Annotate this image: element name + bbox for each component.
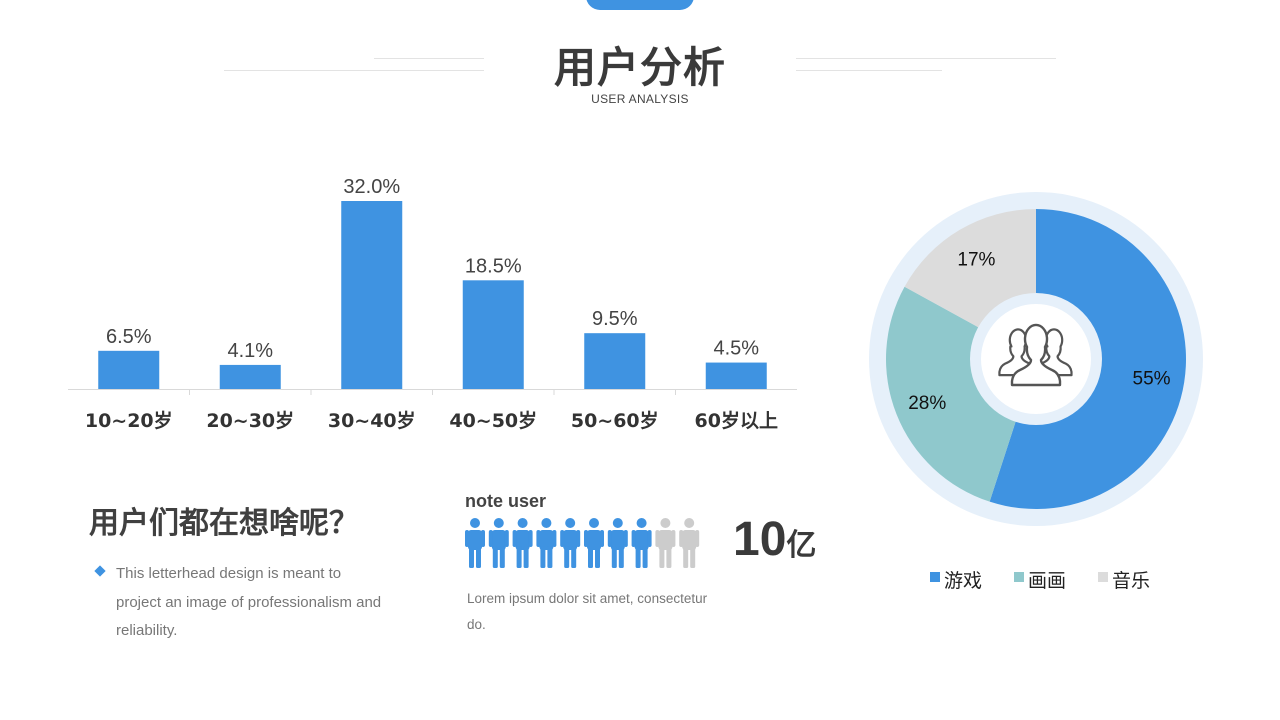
legend-item: 游戏 (930, 566, 982, 593)
header-line-right-lower (796, 70, 942, 71)
bar (705, 362, 767, 389)
slice-data-label: 55% (1133, 368, 1171, 389)
x-tick-label: 50~60岁 (571, 409, 659, 432)
section-heading: 用户们都在想啥呢？ (89, 506, 359, 541)
x-tick-label: 30~40岁 (328, 409, 416, 432)
bar-data-label: 4.1% (227, 340, 273, 362)
donut-slice (904, 209, 1036, 329)
slice-data-label: 28% (908, 393, 946, 414)
legend-item: 画画 (1014, 566, 1066, 593)
user-count: 10亿 (733, 512, 816, 567)
interest-donut-chart: 55% 28% 17% (869, 192, 1203, 526)
person-icon (536, 518, 557, 568)
bar-data-label: 32.0% (343, 176, 400, 198)
age-bar-chart: 6.5% 10~20岁 4.1% 20~30岁 32.0% 30~40岁 18.5% 40~5… (68, 176, 797, 432)
person-icon (584, 518, 604, 568)
bar (341, 201, 403, 389)
bar (98, 350, 160, 389)
note-user-label: note user (465, 491, 547, 511)
header-line-left-upper (374, 58, 484, 59)
person-icon (488, 518, 509, 568)
person-icon (655, 518, 676, 568)
bar (219, 364, 281, 389)
donut-slice (989, 209, 1186, 509)
page-title: 用户分析 (553, 43, 726, 92)
page-subtitle: USER ANALYSIS (591, 92, 689, 106)
bar (584, 333, 646, 389)
bar (462, 280, 524, 389)
person-icon (631, 518, 652, 568)
bar-data-label: 9.5% (592, 308, 638, 330)
legend-swatch (930, 571, 940, 582)
person-icon (465, 518, 485, 568)
x-tick-label: 40~50岁 (449, 409, 537, 432)
legend-label: 游戏 (944, 570, 983, 592)
user-count-number: 10 (733, 513, 787, 566)
slice-data-label: 17% (957, 249, 995, 270)
bar-data-label: 4.5% (713, 338, 759, 360)
bullet-text: This letterhead design is meant to proje… (116, 565, 382, 639)
diamond-bullet-icon (94, 565, 106, 577)
legend-label: 画画 (1028, 570, 1067, 592)
x-tick-label: 20~30岁 (206, 409, 294, 432)
legend-swatch (1098, 571, 1109, 582)
x-tick-label: 60岁以上 (695, 409, 778, 432)
top-tab (586, 0, 694, 10)
x-tick-label: 10~20岁 (85, 409, 173, 432)
person-icon (560, 518, 581, 568)
person-icon (607, 518, 628, 568)
header-line-right-upper (796, 58, 1056, 59)
legend-swatch (1014, 571, 1025, 582)
header-line-left-lower (224, 70, 484, 71)
user-count-unit: 亿 (786, 528, 817, 563)
users-description: Lorem ipsum dolor sit amet, consectetur … (467, 591, 708, 632)
donut-slice (886, 286, 1017, 502)
user-group-icon (998, 323, 1073, 387)
people-icon-row (465, 518, 700, 568)
bar-data-label: 6.5% (106, 326, 152, 348)
donut-legend: 游戏 画画 音乐 (930, 566, 1182, 593)
person-icon (679, 518, 700, 568)
legend-label: 音乐 (1112, 570, 1151, 592)
bar-data-label: 18.5% (465, 255, 522, 277)
legend-item: 音乐 (1098, 566, 1150, 593)
person-icon (512, 518, 533, 568)
